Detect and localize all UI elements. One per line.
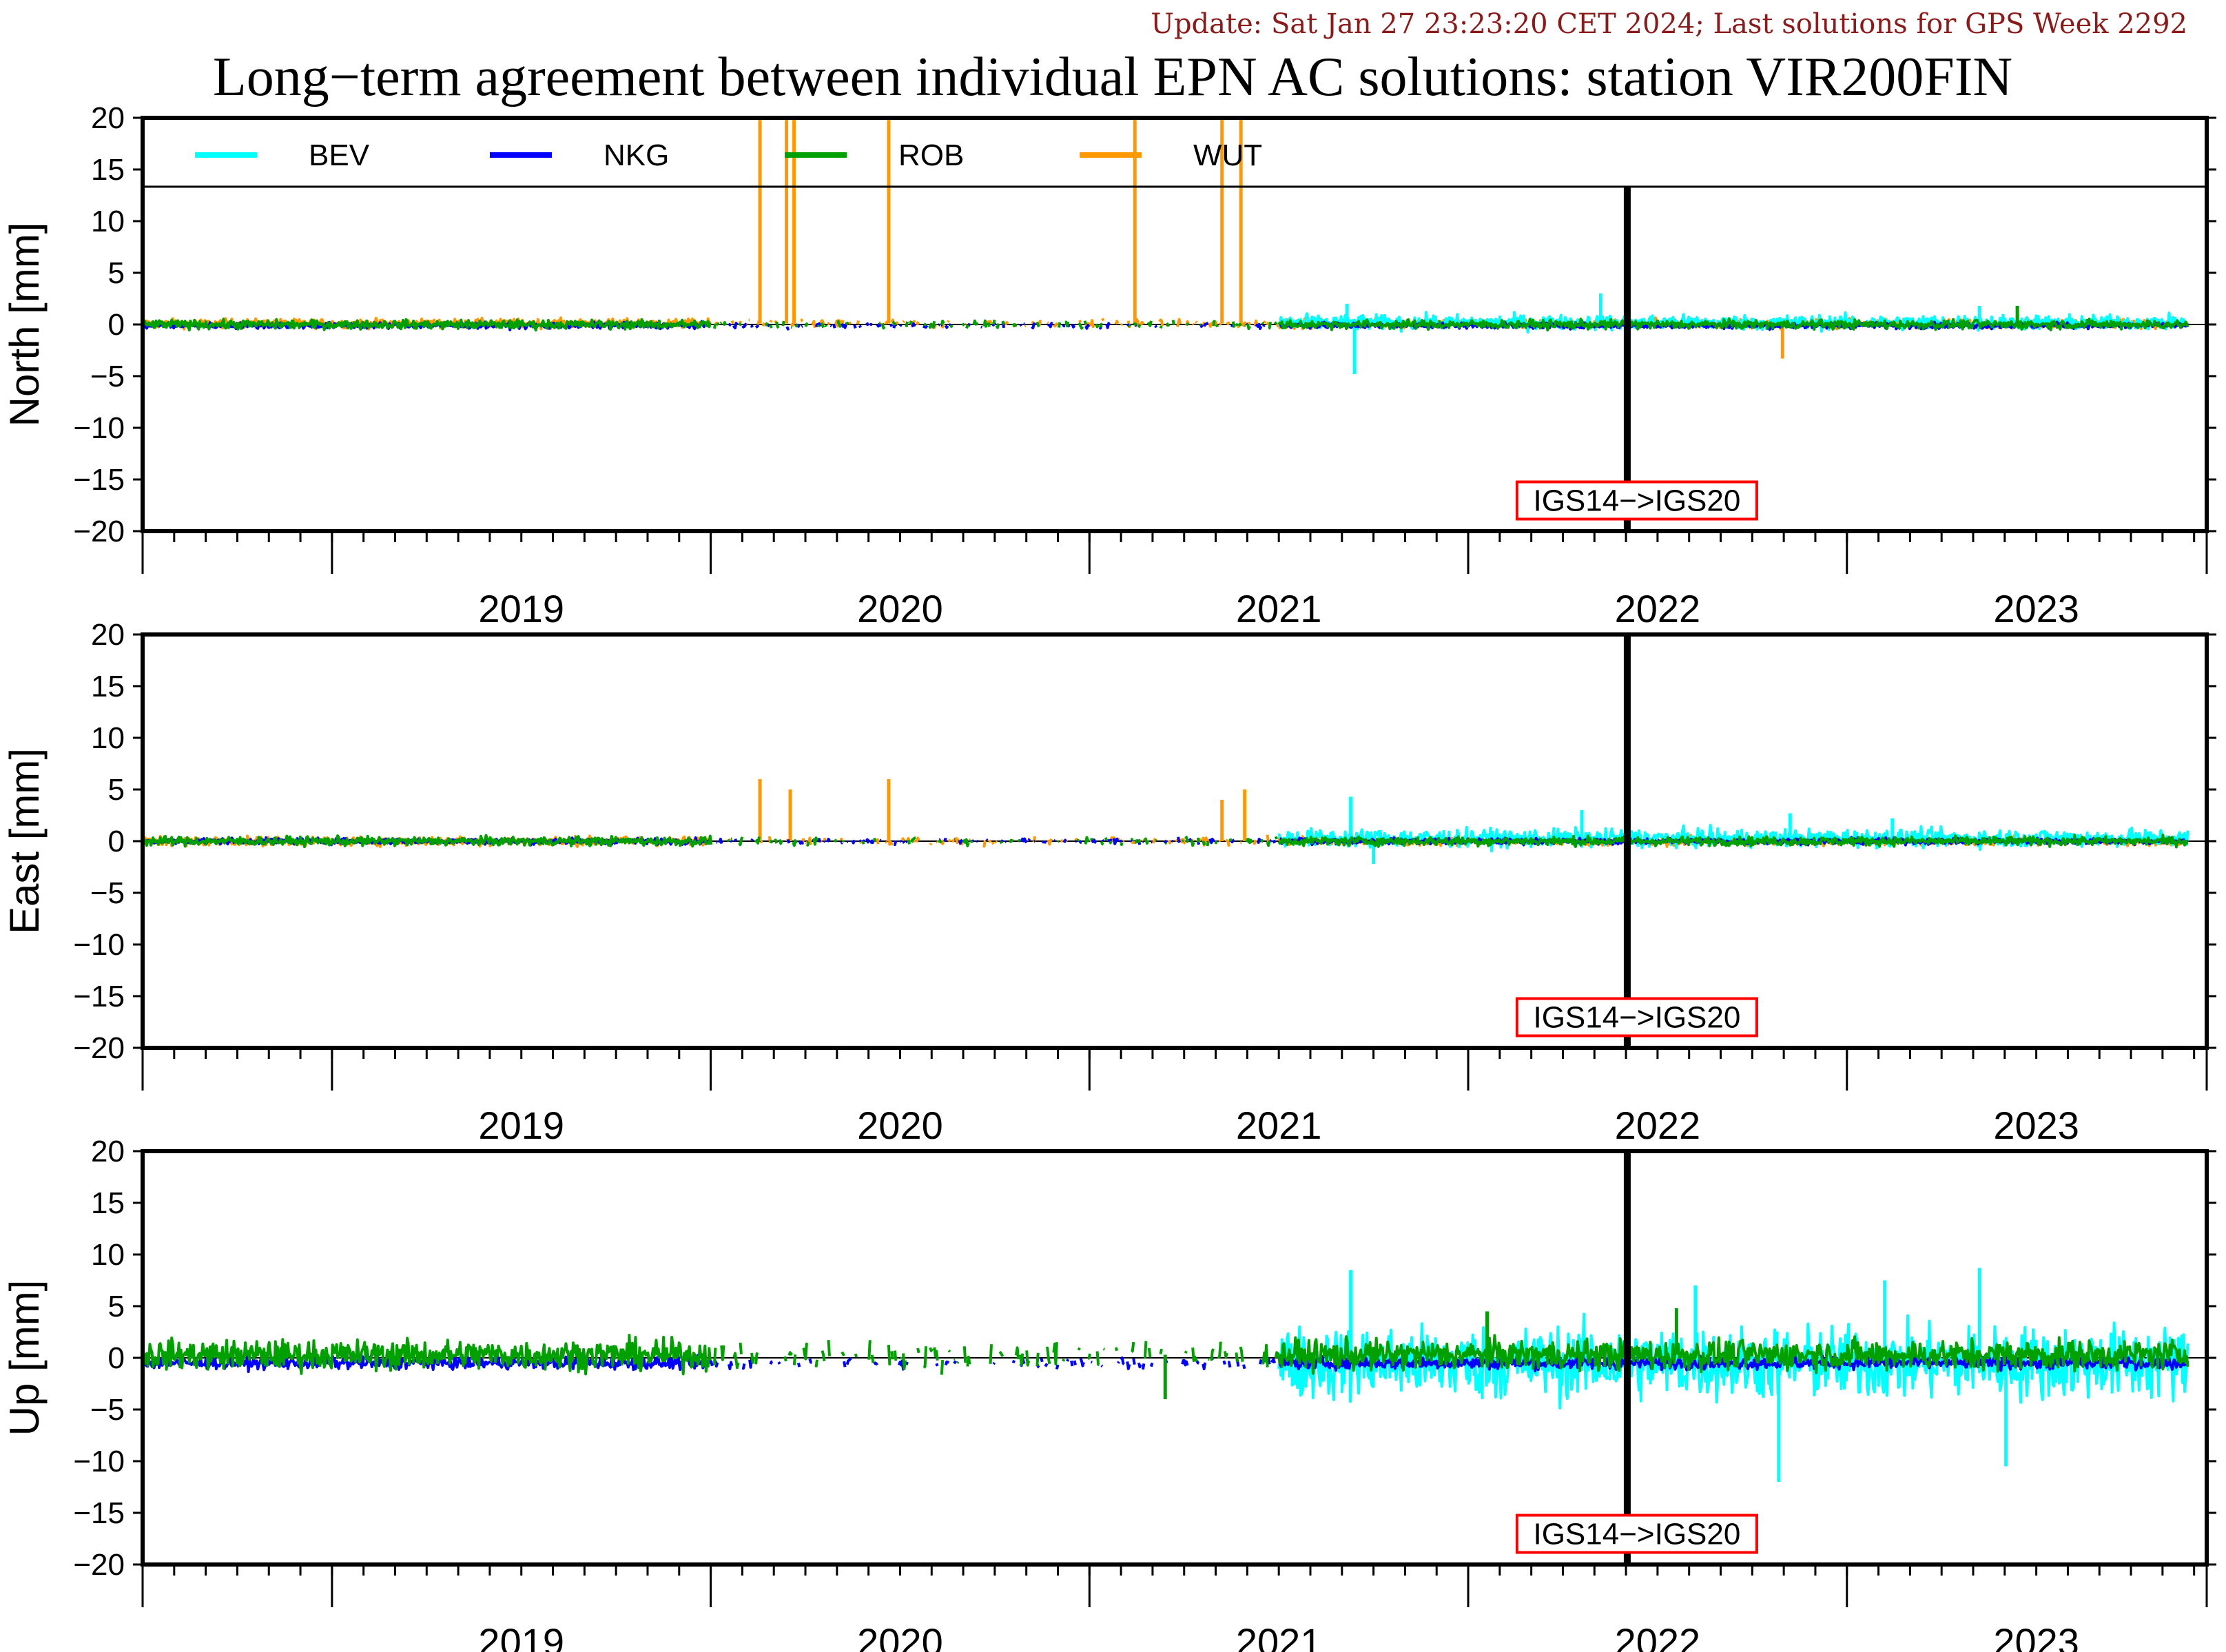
y-tick-label: 10 [91,1238,125,1272]
series-rob [143,834,2189,849]
x-tick-label: 2020 [857,1104,943,1147]
y-tick-label: 20 [91,618,125,652]
y-axis-label: North [mm] [1,223,48,427]
y-tick-label: −10 [73,1445,125,1478]
y-tick-label: 0 [108,308,125,342]
x-tick-label: 2021 [1236,587,1322,630]
y-tick-label: 15 [91,1186,125,1220]
y-tick-label: 0 [108,825,125,858]
y-tick-label: 0 [108,1341,125,1375]
reference-label: IGS14−>IGS20 [1533,1001,1740,1035]
x-tick-label: 2022 [1615,587,1701,630]
series-group [143,1268,2189,1482]
panel-0: 20 15 10 5 0 −5 −10 −15 −20 North [mm] IGS14−>IGS2… [1,101,2216,630]
legend-label-wut: WUT [1193,138,1262,172]
series-nkg [143,1353,2189,1374]
update-text: Update: Sat Jan 27 23:23:20 CET 2024; La… [1151,8,2187,40]
reference-label-box [1515,1514,1758,1554]
x-tick-label: 2023 [1993,1104,2079,1147]
x-tick-label: 2022 [1615,1620,1701,1652]
panel-1: 20 15 10 5 0 −5 −10 −15 −20 East [mm] IGS14−>IGS20… [1,618,2216,1147]
y-tick-label: 15 [91,670,125,703]
y-axis-label: Up [mm] [1,1280,48,1436]
y-tick-label: −20 [73,1548,125,1582]
plot-frame [141,1149,2209,1567]
y-tick-label: 20 [91,1135,125,1168]
x-tick-label: 2019 [478,587,564,630]
y-tick-label: 5 [108,773,125,807]
x-tick-label: 2023 [1993,1620,2079,1652]
x-tick-label: 2020 [857,587,943,630]
y-tick-label: 20 [91,101,125,135]
chart-title: Long−term agreement between individual E… [213,47,2012,107]
series-wut [143,834,2189,849]
legend: BEV NKG ROB WUT [143,138,2207,188]
x-tick-label: 2019 [478,1104,564,1147]
series-bev [1277,1312,2189,1410]
x-tick-label: 2021 [1236,1620,1322,1652]
y-axis-label: East [mm] [1,748,48,934]
plot-frame [141,116,2209,533]
legend-label-nkg: NKG [604,138,669,172]
y-tick-label: −15 [73,463,125,497]
y-tick-label: −20 [73,1031,125,1065]
reference-label-box [1515,997,1758,1037]
plot-frame [141,632,2209,1050]
y-tick-label: 10 [91,721,125,755]
y-tick-label: −15 [73,980,125,1013]
series-rob [143,1334,2189,1376]
y-tick-label: −5 [90,1393,125,1427]
x-tick-label: 2019 [478,1620,564,1652]
legend-label-rob: ROB [898,138,964,172]
y-tick-label: −10 [73,928,125,962]
series-group [143,779,2189,864]
x-tick-label: 2021 [1236,1104,1322,1147]
reference-label-box [1515,480,1758,521]
y-tick-label: 10 [91,205,125,238]
y-tick-label: −20 [73,515,125,548]
y-tick-label: 5 [108,256,125,290]
panel-2: 20 15 10 5 0 −5 −10 −15 −20 Up [mm] IGS14−>IGS20 20… [1,1135,2216,1652]
y-tick-label: −10 [73,411,125,445]
panels-group: 20 15 10 5 0 −5 −10 −15 −20 North [mm] IGS14−>IGS2… [1,101,2216,1652]
y-tick-label: −5 [90,360,125,393]
reference-label: IGS14−>IGS20 [1533,1518,1740,1551]
y-tick-label: 15 [91,153,125,187]
y-tick-label: −15 [73,1496,125,1530]
reference-label: IGS14−>IGS20 [1533,484,1740,518]
y-tick-label: −5 [90,876,125,910]
x-tick-label: 2020 [857,1620,943,1652]
y-tick-label: 5 [108,1290,125,1323]
series-rob [143,317,2189,332]
x-tick-label: 2023 [1993,587,2079,630]
series-group [143,118,2189,374]
legend-label-bev: BEV [309,138,370,172]
x-tick-label: 2022 [1615,1104,1701,1147]
